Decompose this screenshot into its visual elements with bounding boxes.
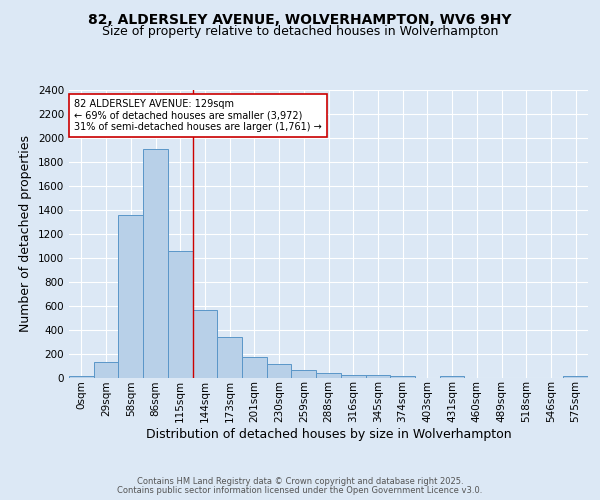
Bar [316,374,341,378]
Text: Contains public sector information licensed under the Open Government Licence v3: Contains public sector information licen… [118,486,482,495]
Text: Size of property relative to detached houses in Wolverhampton: Size of property relative to detached ho… [102,25,498,38]
Bar [143,148,168,378]
Text: 82, ALDERSLEY AVENUE, WOLVERHAMPTON, WV6 9HY: 82, ALDERSLEY AVENUE, WOLVERHAMPTON, WV6… [88,12,512,26]
Text: 82 ALDERSLEY AVENUE: 129sqm
← 69% of detached houses are smaller (3,972)
31% of : 82 ALDERSLEY AVENUE: 129sqm ← 69% of det… [74,98,322,132]
Bar [267,364,292,378]
Bar [242,357,267,378]
Bar [168,251,193,378]
Bar [365,376,390,378]
X-axis label: Distribution of detached houses by size in Wolverhampton: Distribution of detached houses by size … [146,428,511,441]
Bar [292,370,316,378]
Bar [118,214,143,378]
Bar [193,310,217,378]
Text: Contains HM Land Registry data © Crown copyright and database right 2025.: Contains HM Land Registry data © Crown c… [137,477,463,486]
Bar [69,376,94,378]
Bar [563,376,588,378]
Bar [217,337,242,378]
Y-axis label: Number of detached properties: Number of detached properties [19,135,32,332]
Bar [341,374,365,378]
Bar [390,376,415,378]
Bar [440,376,464,378]
Bar [94,362,118,378]
